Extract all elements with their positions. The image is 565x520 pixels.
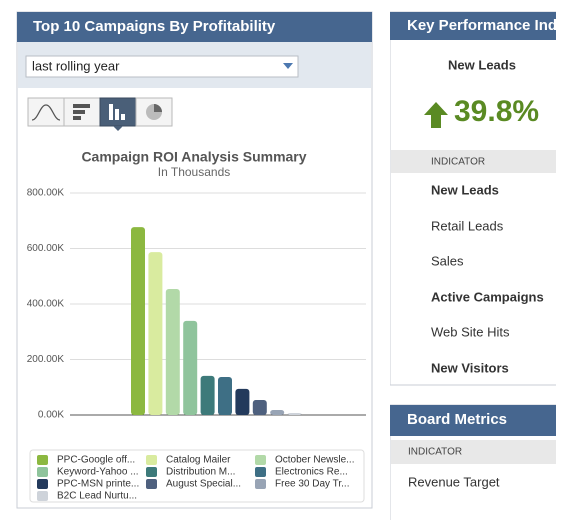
y-tick-label: 400.00K — [27, 299, 65, 310]
y-tick-label: 200.00K — [27, 354, 65, 365]
legend — [29, 449, 365, 503]
legend-swatch — [255, 479, 266, 489]
bar — [218, 376, 232, 415]
panel-title: Board Metrics — [407, 411, 507, 428]
bar — [148, 252, 163, 415]
bar — [252, 400, 267, 415]
dropdown-arrow — [283, 63, 293, 69]
chart-type-buttons — [27, 97, 173, 131]
panel-header — [17, 12, 372, 42]
legend-swatch — [146, 467, 157, 477]
bar — [287, 413, 302, 415]
legend-swatch — [37, 479, 48, 489]
board-row[interactable]: Revenue Target — [408, 474, 500, 489]
bar — [270, 410, 285, 415]
legend-swatch — [146, 455, 157, 465]
campaigns-panel — [16, 11, 373, 509]
legend-swatch — [37, 491, 48, 501]
chart: 0.00K 200.00K 400.00K 600.00K 800.00K PPC-Goo… — [27, 188, 366, 502]
icon — [31, 104, 61, 121]
bar — [183, 320, 198, 415]
kpi-panel-group: Key Performance Indi New Leads 39.8% IND… — [390, 11, 561, 520]
legend-label: Free 30 Day Tr... — [275, 479, 349, 490]
legend-label: October Newsle... — [275, 455, 354, 466]
panel-title: Key Performance Indi — [407, 17, 561, 34]
legend-label: Electronics Re... — [275, 467, 348, 478]
icon — [73, 104, 90, 120]
indicator[interactable]: Retail Leads — [431, 218, 504, 233]
line-chart-button[interactable] — [27, 97, 65, 127]
legend-swatch — [255, 467, 266, 477]
y-tick-label: 800.00K — [27, 188, 65, 199]
period-dropdown[interactable] — [25, 55, 299, 78]
legend-label: PPC-Google off... — [57, 455, 135, 466]
icon — [109, 104, 125, 120]
legend-swatch — [37, 467, 48, 477]
column-header: INDICATOR — [431, 157, 485, 168]
legend-swatch — [37, 455, 48, 465]
icon — [154, 104, 162, 112]
legend-label: B2C Lead Nurtu... — [57, 491, 137, 502]
indicator[interactable]: New Visitors — [431, 360, 509, 375]
column-header: INDICATOR — [408, 447, 462, 458]
panel-title: Top 10 Campaigns By Profitability — [33, 18, 276, 35]
change-value: 39.8% — [454, 95, 539, 128]
legend-swatch — [146, 479, 157, 489]
column-header-row — [391, 440, 556, 464]
bar — [235, 388, 250, 415]
legend-label: PPC-MSN printe... — [57, 479, 139, 490]
column-header-row — [391, 150, 556, 173]
chart-subtitle: In Thousands — [158, 165, 231, 179]
legend-label: Catalog Mailer — [166, 455, 231, 466]
up-arrow — [424, 102, 448, 128]
legend-label: August Special... — [166, 479, 241, 490]
legend-swatch — [255, 455, 266, 465]
dropdown-value: last rolling year — [32, 58, 120, 73]
panel-header — [390, 405, 556, 436]
chart-title: Campaign ROI Analysis Summary — [81, 149, 306, 165]
indicator[interactable]: New Leads — [431, 182, 499, 197]
selected-metric: New Leads — [448, 57, 516, 72]
legend-label: Distribution M... — [166, 467, 235, 478]
y-tick-label: 600.00K — [27, 243, 65, 254]
panel-header — [390, 12, 556, 40]
indicator[interactable]: Sales — [431, 253, 464, 268]
bar — [165, 289, 180, 415]
indicator[interactable]: Web Site Hits — [431, 324, 510, 339]
y-tick-label: 0.00K — [38, 410, 64, 421]
bar — [200, 375, 215, 415]
legend-label: Keyword-Yahoo ... — [57, 467, 139, 478]
bar — [131, 227, 145, 415]
indicator[interactable]: Active Campaigns — [431, 289, 544, 304]
selected-pointer — [113, 126, 123, 131]
